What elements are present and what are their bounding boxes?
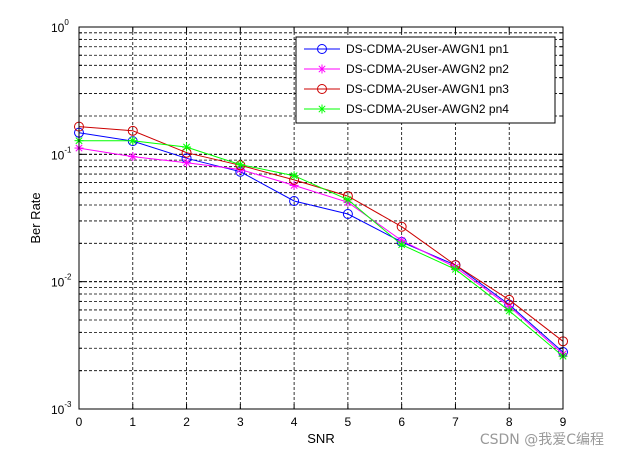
data-point [396, 221, 407, 232]
x-tick-label: 5 [345, 415, 352, 429]
legend-entry-4: DS-CDMA-2User-AWGN2 pn4 [304, 102, 509, 116]
data-point [450, 264, 460, 274]
legend-label: DS-CDMA-2User-AWGN1 pn1 [346, 42, 509, 56]
y-tick-label: 100 [51, 18, 69, 35]
star-stroke [129, 137, 137, 145]
star-stroke [183, 159, 191, 167]
y-tick-label: 10-2 [51, 273, 72, 290]
series-3 [74, 121, 568, 347]
y-tick-label: 10-1 [51, 145, 72, 162]
star-stroke [451, 265, 459, 273]
y-axis-label: Ber Rate [28, 192, 43, 243]
x-tick-label: 7 [452, 415, 459, 429]
data-point [289, 196, 300, 207]
star-stroke [318, 105, 326, 113]
data-point [504, 294, 515, 305]
data-point [343, 195, 353, 205]
star-stroke [505, 307, 513, 315]
star-stroke [318, 65, 326, 73]
series-1 [74, 127, 568, 358]
x-tick-label: 0 [76, 415, 83, 429]
star-stroke [236, 161, 244, 169]
data-point [289, 171, 299, 181]
x-tick-label: 8 [506, 415, 513, 429]
series-4 [74, 136, 568, 361]
data-point [317, 84, 327, 94]
legend-label: DS-CDMA-2User-AWGN2 pn4 [346, 102, 509, 116]
legend: DS-CDMA-2User-AWGN1 pn1 DS-CDMA-2User-AWG… [295, 36, 556, 124]
data-point [342, 208, 353, 219]
x-tick-label: 6 [398, 415, 405, 429]
data-point [235, 160, 245, 170]
legend-label: DS-CDMA-2User-AWGN1 pn3 [346, 82, 509, 96]
watermark: CSDN @我爱C编程 [480, 432, 604, 448]
data-point [182, 142, 192, 152]
data-point [317, 44, 327, 54]
y-tick-labels: 10-3 10-2 10-1 100 [51, 18, 72, 417]
series-line [79, 140, 564, 357]
series-2 [74, 143, 568, 359]
x-tick-label: 1 [129, 415, 136, 429]
data-point [182, 158, 192, 168]
x-axis-label: SNR [307, 431, 334, 446]
star-stroke [344, 196, 352, 204]
star-stroke [290, 172, 298, 180]
star-stroke [290, 181, 298, 189]
data-point [504, 306, 514, 316]
x-tick-label: 9 [560, 415, 567, 429]
legend-label: DS-CDMA-2User-AWGN2 pn2 [346, 62, 509, 76]
data-point [128, 152, 138, 162]
series-line [78, 132, 564, 353]
plot-frame [78, 26, 564, 410]
series-layer [74, 121, 568, 361]
star-stroke [129, 153, 137, 161]
legend-entry-1: DS-CDMA-2User-AWGN1 pn1 [304, 42, 509, 56]
x-tick-label: 4 [291, 415, 298, 429]
data-point [127, 125, 138, 136]
legend-entry-2: DS-CDMA-2User-AWGN2 pn2 [304, 62, 509, 76]
x-tick-label: 3 [237, 415, 244, 429]
data-point [397, 240, 407, 250]
x-tick-labels: 0 1 2 3 4 5 6 7 8 9 [76, 415, 567, 429]
data-point [317, 104, 327, 114]
x-tick-label: 2 [183, 415, 190, 429]
data-point [289, 180, 299, 190]
legend-entry-3: DS-CDMA-2User-AWGN1 pn3 [304, 82, 509, 96]
axis-ticks [78, 27, 564, 410]
star-stroke [183, 143, 191, 151]
y-tick-label: 10-3 [51, 400, 72, 417]
series-line [78, 147, 564, 355]
data-point [128, 136, 138, 146]
data-point [317, 64, 327, 74]
star-stroke [398, 241, 406, 249]
